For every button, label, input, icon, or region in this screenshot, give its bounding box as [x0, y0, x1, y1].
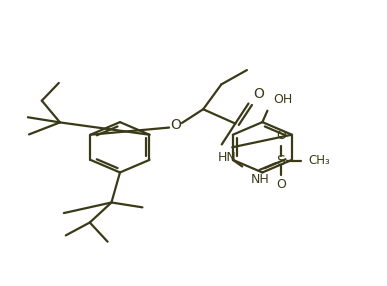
- Text: O: O: [253, 87, 264, 101]
- Text: OH: OH: [273, 93, 293, 106]
- Text: O: O: [276, 178, 286, 191]
- Text: O: O: [276, 129, 286, 142]
- Text: O: O: [171, 118, 182, 132]
- Text: S: S: [276, 154, 285, 168]
- Text: NH: NH: [251, 173, 270, 186]
- Text: CH₃: CH₃: [309, 154, 330, 167]
- Text: HN: HN: [217, 151, 236, 164]
